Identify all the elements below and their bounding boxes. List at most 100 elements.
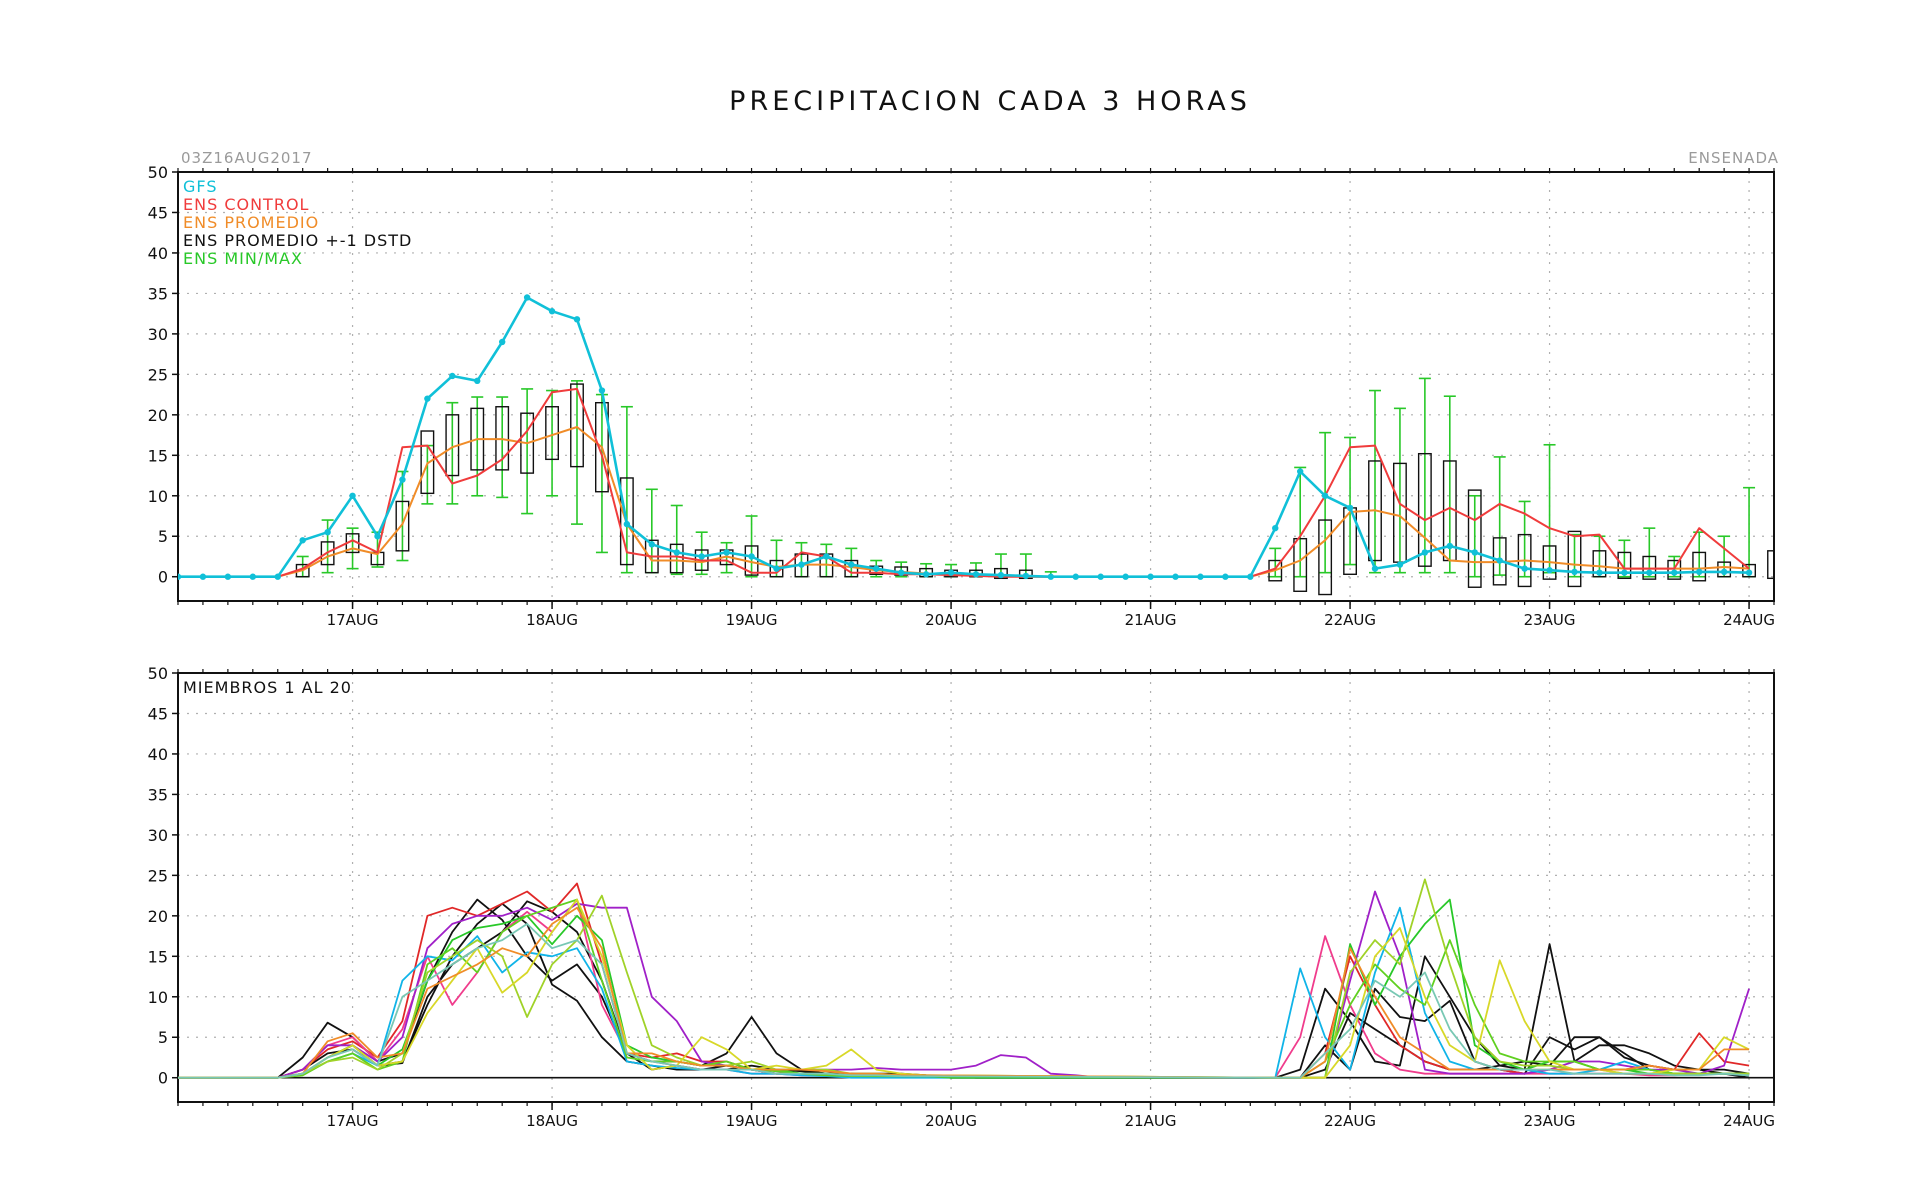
gfs-point: [1695, 568, 1703, 576]
x-tick-label: 22AUG: [1324, 1112, 1376, 1130]
gfs-point: [1471, 549, 1478, 556]
x-tick-label: 18AUG: [526, 611, 578, 629]
gfs-point: [474, 377, 481, 385]
member-line: [178, 890, 1750, 1079]
std-box: [1742, 563, 1756, 578]
gfs-point: [249, 573, 257, 580]
std-box: [1592, 550, 1607, 578]
legend-ens-std: ENS PROMEDIO +-1 DSTD: [183, 231, 412, 250]
y-tick-label: 20: [148, 406, 168, 425]
gfs-point: [798, 561, 805, 568]
x-tick-label: 19AUG: [726, 611, 778, 629]
std-box: [1692, 551, 1707, 582]
y-tick-label: 45: [148, 203, 168, 222]
gfs-point: [1446, 542, 1454, 550]
gfs-point: [1671, 569, 1678, 576]
y-tick-label: 35: [148, 284, 168, 303]
member-line: [178, 902, 1750, 1079]
gfs-point: [1496, 557, 1503, 564]
std-box: [619, 477, 634, 566]
std-box: [320, 541, 335, 566]
x-tick-label: 20AUG: [925, 1112, 977, 1130]
std-box: [1567, 530, 1582, 588]
y-tick-label: 40: [148, 244, 168, 263]
y-tick-label: 30: [148, 325, 168, 344]
std-box: [1717, 561, 1732, 578]
gfs-point: [324, 528, 331, 536]
gfs-point: [873, 565, 880, 572]
gfs-point: [498, 338, 506, 346]
bottom-panel-chart: 0 5 10 15 20 25 30 35 40 45 50 17AUG 18AUG 19AUG 20AUG…: [148, 664, 1775, 1130]
ens-control-line: [277, 387, 1750, 578]
gfs-point: [1421, 549, 1429, 556]
gfs-point: [349, 492, 356, 499]
gfs-point: [1371, 565, 1379, 572]
gfs-point: [623, 520, 631, 528]
legend-ens-mean: ENS PROMEDIO: [183, 213, 319, 232]
gfs-point: [224, 573, 232, 580]
gfs-point: [523, 294, 531, 301]
gfs-point: [199, 573, 207, 580]
gfs-point: [922, 571, 930, 578]
gfs-point: [1745, 569, 1753, 576]
gfs-point: [548, 308, 556, 315]
gfs-point: [1646, 569, 1653, 576]
y-tick-label: 50: [148, 163, 168, 182]
x-tick-label: 17AUG: [327, 611, 379, 629]
gfs-point: [823, 553, 830, 560]
legend-ens-minmax: ENS MIN/MAX: [183, 249, 303, 268]
gfs-point: [1621, 569, 1628, 576]
location-label: ENSENADA: [1688, 149, 1779, 167]
member-line: [178, 906, 1750, 1079]
gfs-point: [848, 561, 855, 568]
y-tick-label: 20: [148, 907, 168, 926]
x-tick-label: 21AUG: [1125, 1112, 1177, 1130]
gfs-point: [299, 537, 306, 544]
gfs-point: [1720, 568, 1728, 576]
gfs-point: [573, 316, 581, 323]
std-box: [595, 401, 609, 493]
std-box: [420, 430, 435, 495]
plot-frame: [177, 171, 1775, 602]
std-box: [1767, 550, 1774, 580]
std-box: [1617, 551, 1632, 580]
x-tick-label: 17AUG: [327, 1112, 379, 1130]
gfs-point: [972, 571, 980, 578]
x-tick-label: 21AUG: [1125, 611, 1177, 629]
y-tick-label: 15: [148, 947, 168, 966]
y-tick-label: 25: [148, 866, 168, 885]
legend-ens-control: ENS CONTROL: [183, 195, 309, 214]
x-tick-label: 19AUG: [726, 1112, 778, 1130]
gfs-point: [723, 549, 730, 556]
gfs-point: [1521, 565, 1528, 572]
std-box: [1293, 537, 1308, 592]
std-box: [1467, 489, 1482, 588]
y-tick-label: 10: [148, 487, 168, 506]
chart-title: PRECIPITACION CADA 3 HORAS: [729, 86, 1251, 117]
gfs-point: [1346, 504, 1354, 512]
std-box: [1667, 559, 1682, 580]
gfs-point: [178, 573, 182, 580]
y-tick-label: 30: [148, 826, 168, 845]
legend-gfs: GFS: [183, 177, 217, 196]
y-tick-label: 45: [148, 704, 168, 723]
gfs-point: [1197, 573, 1204, 580]
x-tick-label: 24AUG: [1723, 611, 1775, 629]
member-line: [178, 898, 1750, 1079]
gfs-point: [1546, 567, 1553, 574]
x-tick-label: 20AUG: [925, 611, 977, 629]
x-tick-label: 22AUG: [1324, 611, 1376, 629]
member-line: [178, 878, 1750, 1079]
gfs-point: [1097, 573, 1104, 580]
gfs-point: [1321, 492, 1329, 499]
x-tick-label: 23AUG: [1524, 611, 1576, 629]
gfs-line: [178, 296, 1750, 579]
y-tick-label: 5: [158, 1028, 168, 1047]
x-tick-label: 18AUG: [526, 1112, 578, 1130]
std-box: [570, 383, 584, 468]
gfs-point: [947, 569, 955, 576]
member-line: [178, 923, 1750, 1079]
members-annotation: MIEMBROS 1 AL 20: [183, 678, 352, 697]
